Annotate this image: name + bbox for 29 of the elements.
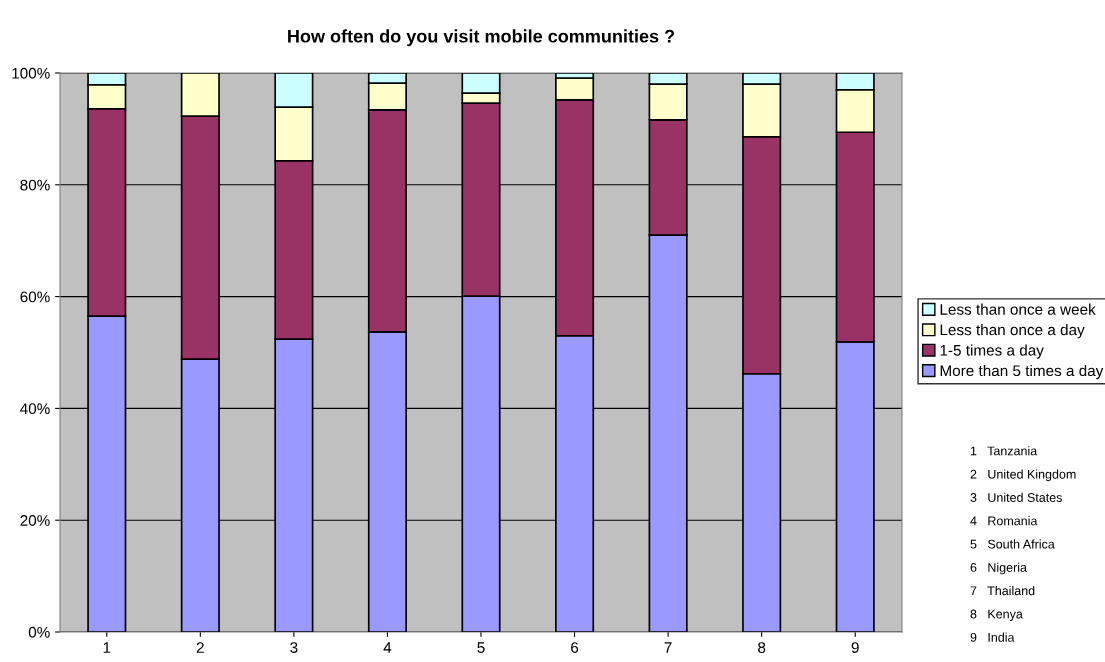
x-tick-label: 2 [196, 642, 204, 653]
y-tick-label: 0% [28, 626, 50, 638]
text: 5 South Africa [970, 539, 1055, 549]
chart-title: How often do you visit mobile communities ? [288, 29, 675, 47]
x-tick-label: 5 [477, 642, 485, 653]
text: 6 Nigeria [970, 562, 1027, 575]
y-tick-label: 60% [20, 291, 50, 303]
x-tick-label: 1 [103, 642, 111, 653]
text: 4 Romania [970, 516, 1038, 526]
y-tick-label: 100% [12, 67, 50, 79]
legend-label: Less than once a day [940, 324, 1085, 339]
text: 8 Kenya [970, 609, 1023, 621]
text: 7 Thailand [970, 585, 1035, 596]
legend-label: More than 5 times a day [940, 364, 1104, 380]
x-tick-label: 3 [290, 642, 298, 653]
legend-label: Less than once a week [940, 303, 1096, 315]
text: 9 India [970, 632, 1015, 642]
text: 1 Tanzania [970, 446, 1038, 456]
text: 2 United Kingdom [970, 469, 1076, 482]
x-tick-label: 6 [571, 642, 579, 653]
y-tick-label: 40% [20, 403, 50, 415]
x-tick-label: 9 [851, 642, 859, 653]
legend-label: 1-5 times a day [940, 344, 1044, 359]
x-tick-label: 7 [664, 642, 672, 653]
x-tick-label: 4 [383, 642, 392, 653]
text: 3 United States [970, 492, 1062, 502]
y-tick-label: 80% [20, 179, 50, 191]
y-tick-label: 20% [20, 515, 50, 526]
x-tick-label: 8 [758, 642, 766, 653]
